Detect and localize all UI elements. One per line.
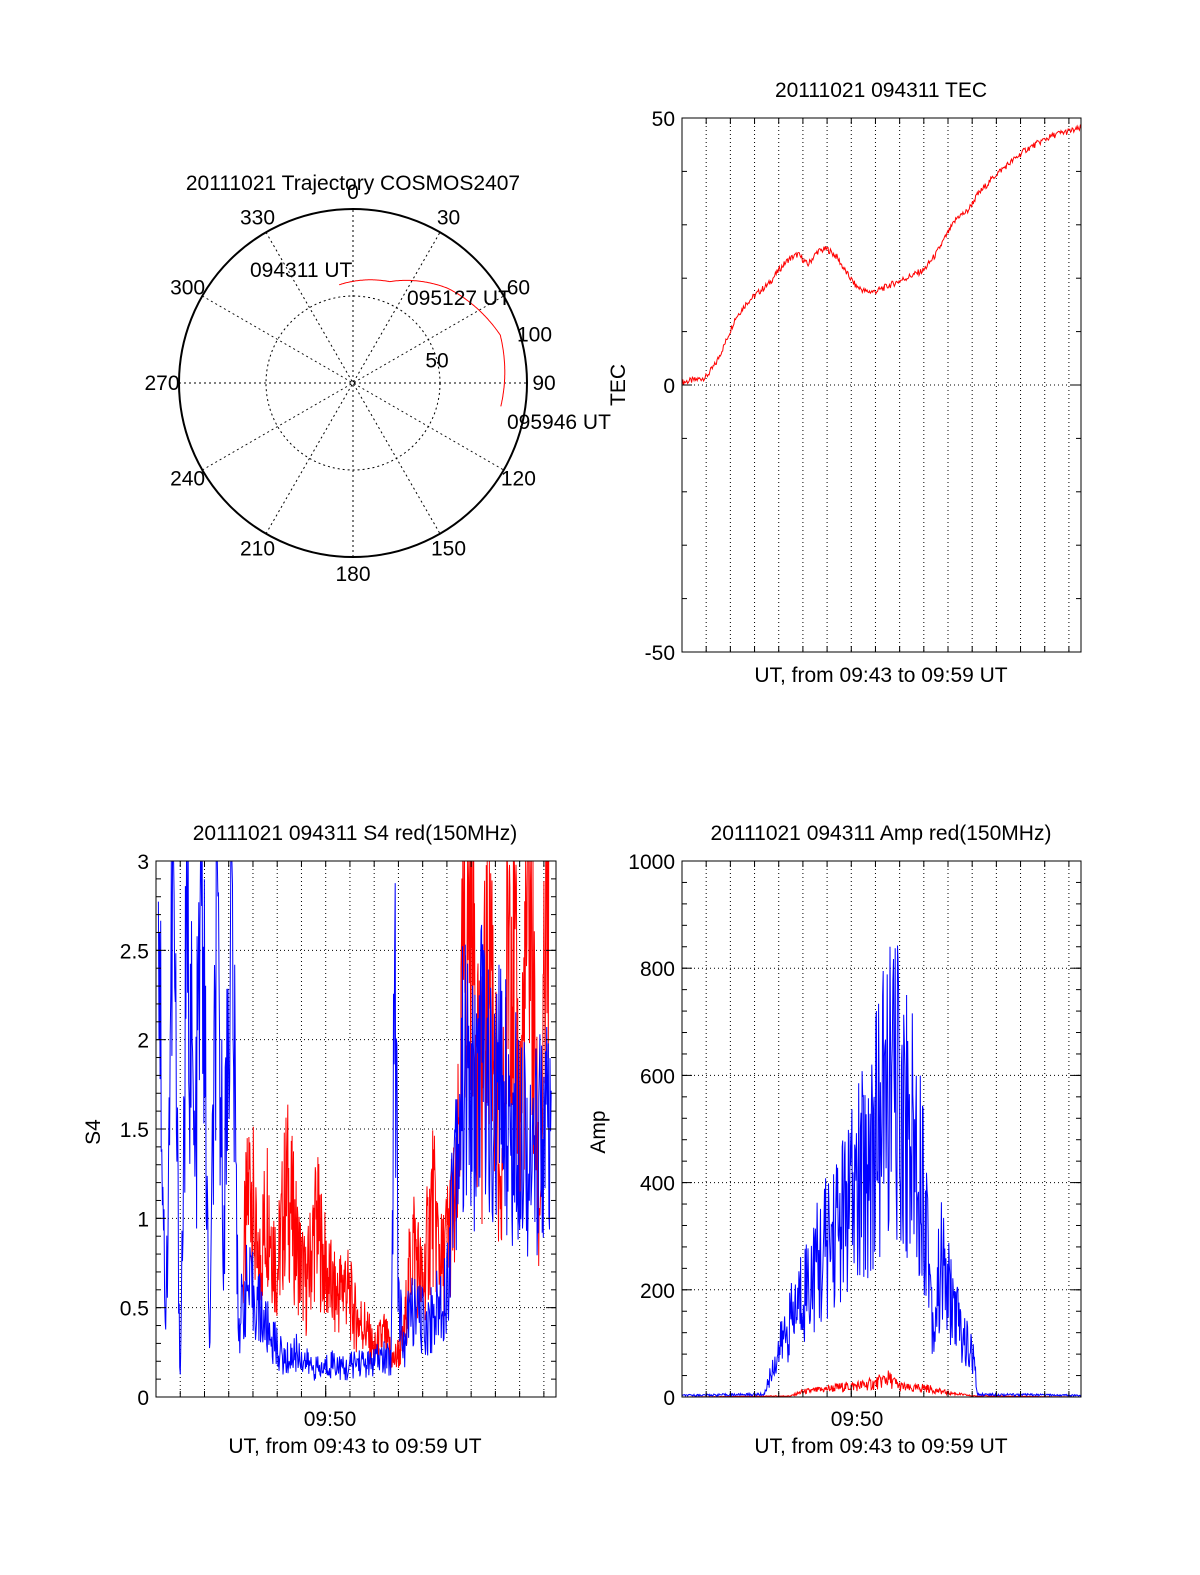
polar-azimuth-label: 240 (170, 468, 205, 491)
trajectory-start-label: 094311 UT (250, 259, 353, 282)
y-tick-label: 3 (137, 851, 149, 874)
polar-azimuth-labels: 0 30 60 90 120 150 180 210 240 270 300 330 (144, 181, 555, 586)
tec-grid (682, 118, 1081, 652)
y-tick-label: 0 (663, 375, 675, 398)
y-tick-label: 2.5 (120, 940, 149, 963)
s4-plot: 20111021 094311 S4 red(150MHz) 3 2.5 2 1.5 1… (82, 822, 557, 1458)
polar-azimuth-label: 270 (144, 372, 179, 395)
y-tick-label: 1.5 (120, 1119, 149, 1142)
series-line (682, 1370, 1081, 1398)
s4-title: 20111021 094311 S4 red(150MHz) (193, 822, 518, 845)
y-tick-label: 600 (640, 1065, 675, 1088)
polar-azimuth-label: 0 (347, 181, 359, 204)
amp-grid (682, 861, 1081, 1397)
s4-y-tick-labels: 3 2.5 2 1.5 1 0.5 0 (120, 851, 149, 1410)
polar-spokes (179, 209, 527, 557)
polar-azimuth-label: 150 (431, 537, 466, 560)
trajectory-polar-plot: 20111021 Trajectory COSMOS2407 0 30 60 90 12… (144, 172, 611, 586)
tec-ylabel: TEC (607, 364, 630, 406)
trajectory-mid-label: 095127 UT (407, 287, 511, 310)
polar-elevation-label: 100 (517, 323, 552, 346)
y-tick-label: 800 (640, 958, 675, 981)
y-tick-label: 1000 (628, 851, 675, 874)
tec-axes-frame (681, 117, 1082, 653)
y-tick-label: 0.5 (120, 1298, 149, 1321)
y-tick-label: 50 (652, 108, 675, 131)
polar-azimuth-label: 120 (501, 468, 536, 491)
s4-xlabel: UT, from 09:43 to 09:59 UT (228, 1435, 481, 1458)
s4-series-lines (157, 860, 552, 1381)
tec-title: 20111021 094311 TEC (775, 79, 987, 102)
tec-xlabel: UT, from 09:43 to 09:59 UT (754, 664, 1007, 687)
polar-elevation-label: 50 (425, 349, 448, 372)
polar-azimuth-label: 330 (240, 207, 275, 230)
amp-series-lines (681, 945, 1082, 1398)
y-tick-label: -50 (645, 642, 675, 665)
tec-series-line (681, 123, 1082, 386)
s4-ticks (156, 860, 556, 1398)
s4-xtick-label: 09:50 (304, 1408, 357, 1431)
polar-mid-circle (265, 295, 441, 471)
tec-y-tick-labels: 50 0 -50 (645, 108, 675, 665)
polar-azimuth-label: 60 (507, 277, 530, 300)
polar-azimuth-label: 210 (240, 537, 275, 560)
tec-plot: 20111021 094311 TEC 50 0 -50 TEC UT, from … (607, 79, 1082, 687)
trajectory-title: 20111021 Trajectory COSMOS2407 (186, 172, 520, 195)
amp-axes-frame (681, 860, 1082, 1398)
polar-azimuth-label: 300 (170, 277, 205, 300)
polar-spoke (202, 295, 504, 471)
series-line (681, 945, 1082, 1398)
y-tick-label: 0 (137, 1387, 149, 1410)
polar-spoke (265, 232, 441, 534)
series-line (157, 860, 552, 1381)
series-line (242, 860, 550, 1369)
amp-plot: 20111021 094311 Amp red(150MHz) 1000 800 6… (587, 822, 1082, 1458)
trajectory-track (339, 279, 506, 407)
s4-ylabel: S4 (82, 1119, 105, 1145)
y-tick-label: 0 (663, 1387, 675, 1410)
polar-azimuth-label: 180 (335, 563, 370, 586)
amp-ticks (682, 860, 1081, 1398)
polar-azimuth-label: 30 (437, 207, 460, 230)
y-tick-label: 200 (640, 1280, 675, 1303)
amp-xtick-label: 09:50 (831, 1408, 884, 1431)
amp-title: 20111021 094311 Amp red(150MHz) (711, 822, 1052, 845)
polar-elevation-labels: 50 100 (425, 323, 552, 372)
y-tick-label: 400 (640, 1173, 675, 1196)
trajectory-end-label: 095946 UT (507, 411, 611, 434)
amp-ylabel: Amp (587, 1110, 610, 1153)
y-tick-label: 1 (137, 1208, 149, 1231)
y-tick-label: 2 (137, 1030, 149, 1053)
polar-azimuth-label: 90 (532, 372, 555, 395)
amp-y-tick-labels: 1000 800 600 400 200 0 (628, 851, 675, 1410)
polar-spoke (265, 232, 441, 534)
amp-xlabel: UT, from 09:43 to 09:59 UT (754, 1435, 1007, 1458)
polar-spoke (202, 295, 504, 471)
tec-y-ticks (682, 117, 1081, 653)
